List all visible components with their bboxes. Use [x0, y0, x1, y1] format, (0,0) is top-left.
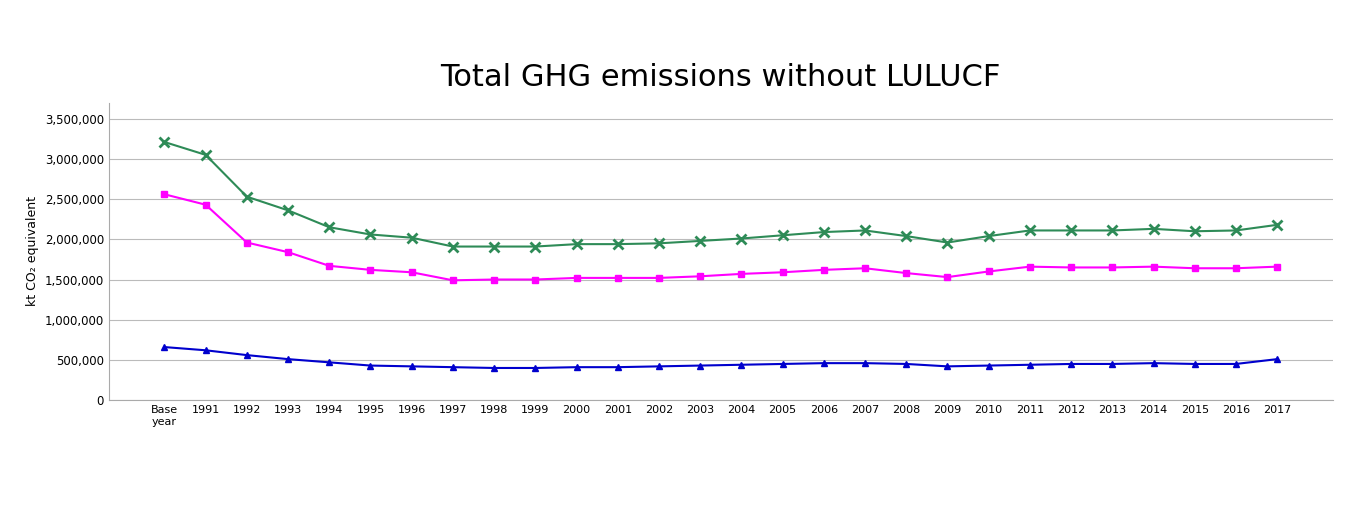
Non-CO₂: [1104, 361, 1121, 367]
CO₂: [321, 263, 337, 269]
Non-CO₂: [528, 365, 544, 371]
Total GHG: [774, 232, 790, 239]
Total GHG: [1269, 222, 1285, 228]
Total GHG: [857, 227, 873, 233]
Total GHG: [239, 193, 256, 200]
Non-CO₂: [774, 361, 790, 367]
Title: Total GHG emissions without LULUCF: Total GHG emissions without LULUCF: [441, 63, 1001, 92]
Non-CO₂: [1186, 361, 1202, 367]
Total GHG: [1186, 228, 1202, 234]
CO₂: [156, 191, 173, 198]
Non-CO₂: [321, 359, 337, 365]
Total GHG: [609, 241, 626, 247]
Non-CO₂: [280, 356, 296, 362]
Non-CO₂: [981, 363, 997, 369]
Total GHG: [816, 229, 832, 235]
Non-CO₂: [940, 363, 956, 369]
Total GHG: [1228, 227, 1244, 233]
Total GHG: [568, 241, 585, 247]
CO₂: [280, 249, 296, 255]
Total GHG: [1021, 227, 1038, 233]
CO₂: [486, 277, 502, 283]
CO₂: [733, 271, 749, 277]
Non-CO₂: [692, 363, 709, 369]
Total GHG: [981, 233, 997, 239]
Total GHG: [692, 238, 709, 244]
CO₂: [981, 268, 997, 274]
Y-axis label: kt CO₂ equivalent: kt CO₂ equivalent: [26, 196, 39, 306]
Total GHG: [404, 234, 420, 241]
Non-CO₂: [816, 360, 832, 366]
CO₂: [197, 202, 214, 208]
Non-CO₂: [568, 364, 585, 370]
CO₂: [1021, 264, 1038, 270]
Non-CO₂: [1228, 361, 1244, 367]
Total GHG: [528, 244, 544, 250]
Line: Total GHG: Total GHG: [159, 137, 1282, 251]
Total GHG: [362, 231, 378, 238]
Total GHG: [940, 240, 956, 246]
CO₂: [1064, 264, 1080, 270]
CO₂: [651, 275, 668, 281]
CO₂: [404, 269, 420, 275]
CO₂: [1104, 264, 1121, 270]
Non-CO₂: [404, 363, 420, 369]
Non-CO₂: [239, 352, 256, 358]
Non-CO₂: [156, 344, 173, 350]
Line: Non-CO₂: Non-CO₂: [160, 344, 1281, 371]
CO₂: [898, 270, 914, 276]
CO₂: [940, 274, 956, 280]
Total GHG: [733, 235, 749, 242]
Non-CO₂: [651, 363, 668, 369]
Total GHG: [280, 207, 296, 213]
CO₂: [239, 240, 256, 246]
CO₂: [362, 267, 378, 273]
CO₂: [1228, 265, 1244, 271]
CO₂: [1186, 265, 1202, 271]
Non-CO₂: [609, 364, 626, 370]
CO₂: [857, 265, 873, 271]
Non-CO₂: [1064, 361, 1080, 367]
Non-CO₂: [1269, 356, 1285, 362]
CO₂: [1145, 264, 1161, 270]
CO₂: [774, 269, 790, 275]
CO₂: [692, 273, 709, 280]
Total GHG: [1145, 226, 1161, 232]
CO₂: [445, 277, 461, 283]
Total GHG: [651, 240, 668, 246]
Non-CO₂: [733, 362, 749, 368]
Non-CO₂: [857, 360, 873, 366]
Non-CO₂: [362, 363, 378, 369]
CO₂: [568, 275, 585, 281]
Total GHG: [486, 244, 502, 250]
Non-CO₂: [1021, 362, 1038, 368]
CO₂: [816, 267, 832, 273]
Total GHG: [321, 224, 337, 230]
CO₂: [528, 277, 544, 283]
Total GHG: [1064, 227, 1080, 233]
Non-CO₂: [486, 365, 502, 371]
Total GHG: [156, 139, 173, 145]
CO₂: [609, 275, 626, 281]
Total GHG: [445, 244, 461, 250]
Non-CO₂: [1145, 360, 1161, 366]
Non-CO₂: [445, 364, 461, 370]
Total GHG: [898, 233, 914, 239]
Total GHG: [197, 152, 214, 158]
Non-CO₂: [197, 347, 214, 353]
Line: CO₂: CO₂: [160, 191, 1281, 284]
CO₂: [1269, 264, 1285, 270]
Non-CO₂: [898, 361, 914, 367]
Total GHG: [1104, 227, 1121, 233]
